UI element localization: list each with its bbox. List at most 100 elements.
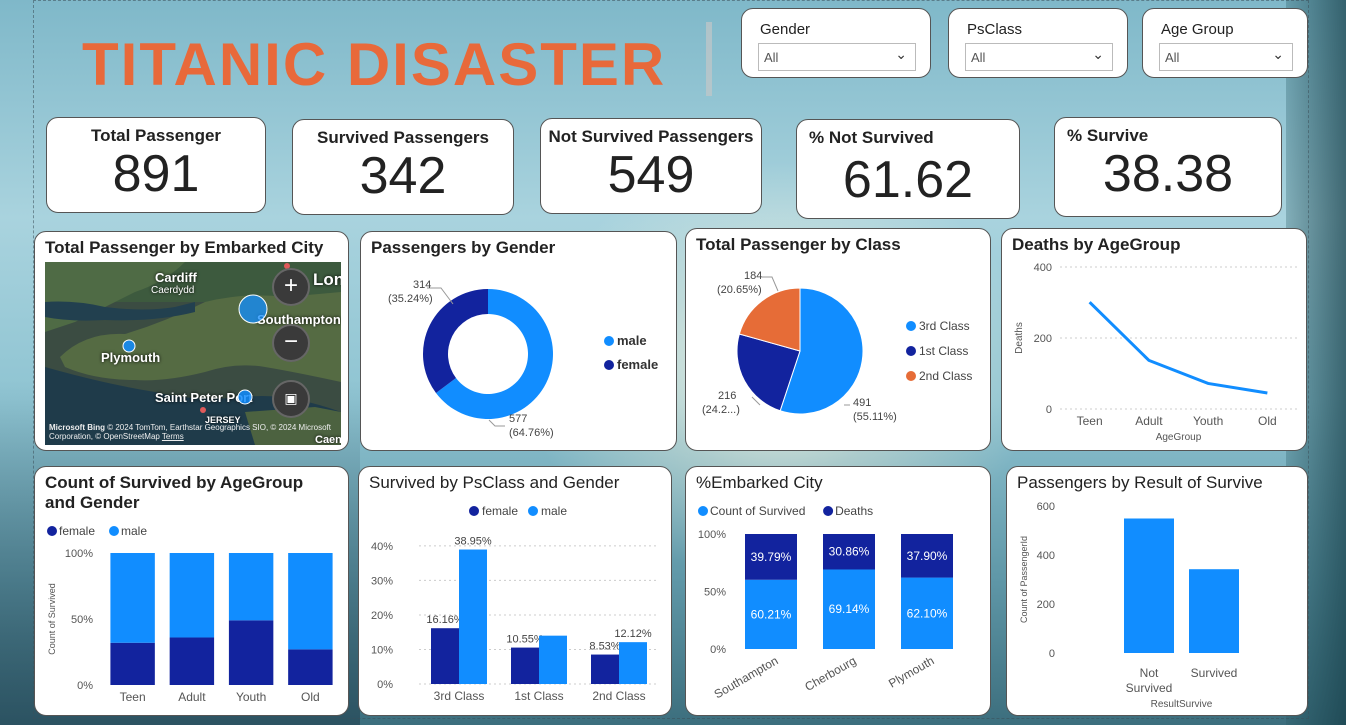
slicer-psclass[interactable]: PsClass All ⌄ xyxy=(948,8,1128,78)
chart-svg: 0200400600NotSurvivedSurvivedResultSurvi… xyxy=(1019,501,1239,710)
bar-female-2nd Class xyxy=(591,654,619,684)
kpi-value: 891 xyxy=(112,145,200,203)
data-label: 38.95% xyxy=(454,536,492,548)
map-label-london: London xyxy=(313,270,341,289)
data-label: 62.10% xyxy=(907,606,948,620)
map-canvas[interactable]: Cardiff Caerdydd London Southampton Plym… xyxy=(45,262,341,445)
kpi-label: Survived Passengers xyxy=(317,128,489,147)
map-bubble-plymouth xyxy=(122,339,136,353)
y-tick-label: 30% xyxy=(371,575,393,587)
chart-result-of-survive[interactable]: Passengers by Result of Survive 0 200 400 6… xyxy=(1006,466,1308,716)
y-tick-label: 400 xyxy=(1037,550,1055,562)
map-label-caen: Caen xyxy=(315,434,341,445)
x-tick-label: Adult xyxy=(1135,414,1163,428)
data-label: 37.90% xyxy=(907,549,948,563)
map-label-caerdydd: Caerdydd xyxy=(151,285,195,296)
terms-link[interactable]: Terms xyxy=(161,432,184,441)
x-tick-label: 1st Class xyxy=(514,689,563,703)
map-bubble-saint-peter-port xyxy=(237,389,253,405)
chart-deaths-by-agegroup[interactable]: Deaths by AgeGroup 0 200 400 Teen Adult Youth… xyxy=(1001,228,1307,451)
visual-title: Survived by PsClass and Gender xyxy=(369,473,620,492)
chevron-down-icon[interactable]: ⌄ xyxy=(895,46,907,62)
slicer-dropdown[interactable]: All ⌄ xyxy=(758,43,916,71)
map-visual[interactable]: Total Passenger by Embarked City Cardiff… xyxy=(34,231,349,451)
slicer-dropdown[interactable]: All ⌄ xyxy=(1159,43,1293,71)
y-tick-label: 10% xyxy=(371,644,393,656)
map-label-plymouth: Plymouth xyxy=(101,350,161,365)
chart-passenger-by-class[interactable]: Total Passenger by Class 491 (55.11%) 216 (… xyxy=(685,228,991,451)
bar-Deaths-Plymouth xyxy=(901,534,953,578)
legend-label: female xyxy=(617,357,658,372)
bing-logo: Microsoft Bing xyxy=(49,423,105,432)
legend-label: 2nd Class xyxy=(919,369,972,383)
kpi-label: % Survive xyxy=(1067,126,1149,145)
slicer-dropdown[interactable]: All ⌄ xyxy=(965,43,1113,71)
slicer-gender[interactable]: Gender All ⌄ xyxy=(741,8,931,78)
visual-title: Total Passenger by Class xyxy=(696,235,901,254)
legend-marker xyxy=(109,526,119,536)
map-city-dot xyxy=(284,263,290,269)
map-terrain xyxy=(45,262,341,445)
y-tick-label: 0 xyxy=(1046,404,1052,416)
bar-female-Youth xyxy=(228,620,274,685)
x-tick-label: Not xyxy=(1140,666,1159,680)
legend-marker xyxy=(698,506,708,516)
bar-female-1st Class xyxy=(511,647,539,684)
slicer-age-group[interactable]: Age Group All ⌄ xyxy=(1142,8,1308,78)
legend-label: 3rd Class xyxy=(919,319,970,333)
kpi-survived-passengers: Survived Passengers 342 xyxy=(292,119,514,215)
y-tick-label: 0 xyxy=(1049,648,1055,660)
legend-label: Count of Survived xyxy=(710,504,805,518)
x-tick-label: Teen xyxy=(1077,414,1103,428)
data-label-percent: (24.2...) xyxy=(702,404,740,416)
bar-Deaths-Cherbourg xyxy=(823,534,875,570)
bar-male-1st Class xyxy=(539,635,567,684)
bar-male-2nd Class xyxy=(619,642,647,684)
leader-line xyxy=(488,419,505,427)
data-label-percent: (35.24%) xyxy=(388,293,433,305)
visual-title: Passengers by Result of Survive xyxy=(1017,473,1263,492)
y-tick-label: 0% xyxy=(377,679,393,691)
data-label-percent: (64.76%) xyxy=(509,427,554,439)
data-label: 69.14% xyxy=(829,602,870,616)
x-tick-label: 3rd Class xyxy=(434,689,485,703)
x-tick-label: Survived xyxy=(1126,681,1173,695)
y-tick-label: 40% xyxy=(371,541,393,553)
chart-svg: 0 200 400 Teen Adult Youth Old AgeGroup Deaths xyxy=(1014,262,1297,443)
pie-slice-1st Class xyxy=(736,333,801,412)
y-tick-label: 200 xyxy=(1034,333,1052,345)
kpi-pct-not-survived: % Not Survived 61.62 xyxy=(796,119,1020,219)
slicer-label: PsClass xyxy=(967,21,1023,38)
x-tick-label: Survived xyxy=(1191,666,1238,680)
chart-survived-by-agegroup-gender[interactable]: Count of Survived by AgeGroup and Gender… xyxy=(34,466,349,716)
chart-embarked-city[interactable]: %Embarked City Count of Survived Deaths 0%… xyxy=(685,466,991,716)
chevron-down-icon[interactable]: ⌄ xyxy=(1272,46,1284,62)
pie-slice-2nd Class xyxy=(738,287,801,352)
legend-label: male xyxy=(121,524,147,538)
chart-survived-by-psclass-gender[interactable]: Survived by PsClass and Gender female mal… xyxy=(358,466,672,716)
bar-male-Old xyxy=(288,553,333,650)
zoom-out-button[interactable]: − xyxy=(272,324,310,362)
chart-svg: 491 (55.11%) 216 (24.2...) 184 (20.65%) 3rd Cl… xyxy=(702,270,972,423)
kpi-pct-survive: % Survive 38.38 xyxy=(1054,117,1282,217)
legend-marker xyxy=(604,336,614,346)
select-area-button[interactable]: ▣ xyxy=(272,380,310,418)
zoom-in-button[interactable]: + xyxy=(272,268,310,306)
chart-svg: female male 0% 50% 100% Teen Adult Youth Old Coun… xyxy=(47,524,333,704)
chart-passengers-by-gender[interactable]: Passengers by Gender 314 (35.24%) 577 (64.7… xyxy=(360,231,677,451)
leader-line xyxy=(762,276,779,292)
attribution-text: © 2024 TomTom, Earthstar Geographics SIO… xyxy=(49,423,331,441)
x-tick-label: Adult xyxy=(178,690,206,704)
chart-svg: 314 (35.24%) 577 (64.76%) male female xyxy=(388,279,658,439)
map-bubble-southampton xyxy=(238,294,268,324)
y-tick-label: 400 xyxy=(1034,262,1052,274)
leader-line xyxy=(427,287,454,305)
kpi-not-survived-passengers: Not Survived Passengers 549 xyxy=(540,118,762,214)
y-axis-title: Deaths xyxy=(1014,322,1025,354)
chevron-down-icon[interactable]: ⌄ xyxy=(1092,46,1104,62)
y-tick-label: 600 xyxy=(1037,501,1055,513)
x-tick-label: Cherbourg xyxy=(802,653,858,693)
x-axis-title: AgeGroup xyxy=(1156,432,1202,443)
x-tick-label: Teen xyxy=(120,690,146,704)
legend-label: male xyxy=(541,504,567,518)
